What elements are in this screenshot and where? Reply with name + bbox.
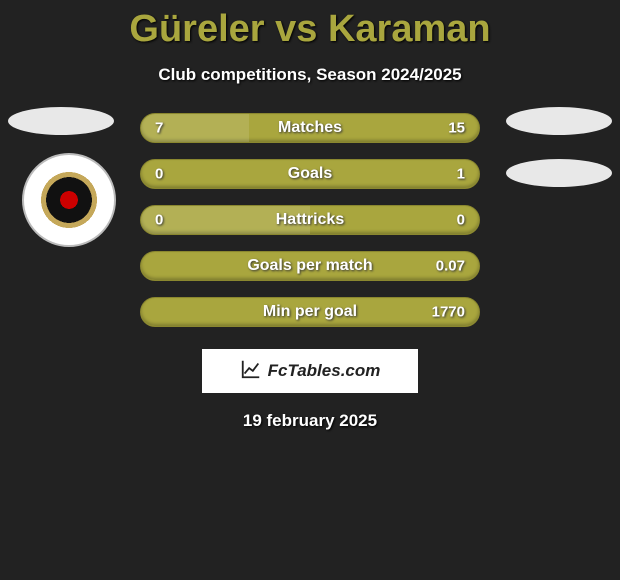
stat-label: Matches: [278, 119, 342, 137]
subtitle: Club competitions, Season 2024/2025: [0, 65, 620, 85]
brand-box[interactable]: FcTables.com: [202, 349, 418, 393]
stat-bar: 0 Goals 1: [140, 159, 480, 189]
stat-bar: 0 Hattricks 0: [140, 205, 480, 235]
stat-right-value: 0.07: [436, 258, 465, 275]
stat-left-value: 0: [155, 212, 163, 229]
stat-label: Min per goal: [263, 303, 357, 321]
page-title: Güreler vs Karaman: [0, 0, 620, 51]
brand-text: FcTables.com: [268, 361, 381, 381]
stat-right-value: 15: [448, 120, 465, 137]
stat-right-value: 0: [457, 212, 465, 229]
date-text: 19 february 2025: [0, 411, 620, 431]
stat-bar: 7 Matches 15: [140, 113, 480, 143]
stat-left-value: 7: [155, 120, 163, 137]
stat-label: Goals: [288, 165, 332, 183]
chart-icon: [240, 358, 262, 385]
stat-label: Goals per match: [247, 257, 372, 275]
stat-bars: 7 Matches 15 0 Goals 1 0 Hattricks 0 Goals per ma…: [140, 113, 480, 327]
stat-right-value: 1: [457, 166, 465, 183]
team-left-club-badge: [22, 153, 116, 247]
team-right-placeholder-1: [506, 107, 612, 135]
stat-left-value: 0: [155, 166, 163, 183]
stat-bar: Goals per match 0.07: [140, 251, 480, 281]
team-right-placeholder-2: [506, 159, 612, 187]
stat-label: Hattricks: [276, 211, 344, 229]
stat-bar: Min per goal 1770: [140, 297, 480, 327]
comparison-panel: 7 Matches 15 0 Goals 1 0 Hattricks 0 Goals per ma…: [0, 113, 620, 431]
stat-right-value: 1770: [432, 304, 465, 321]
team-left-placeholder-1: [8, 107, 114, 135]
